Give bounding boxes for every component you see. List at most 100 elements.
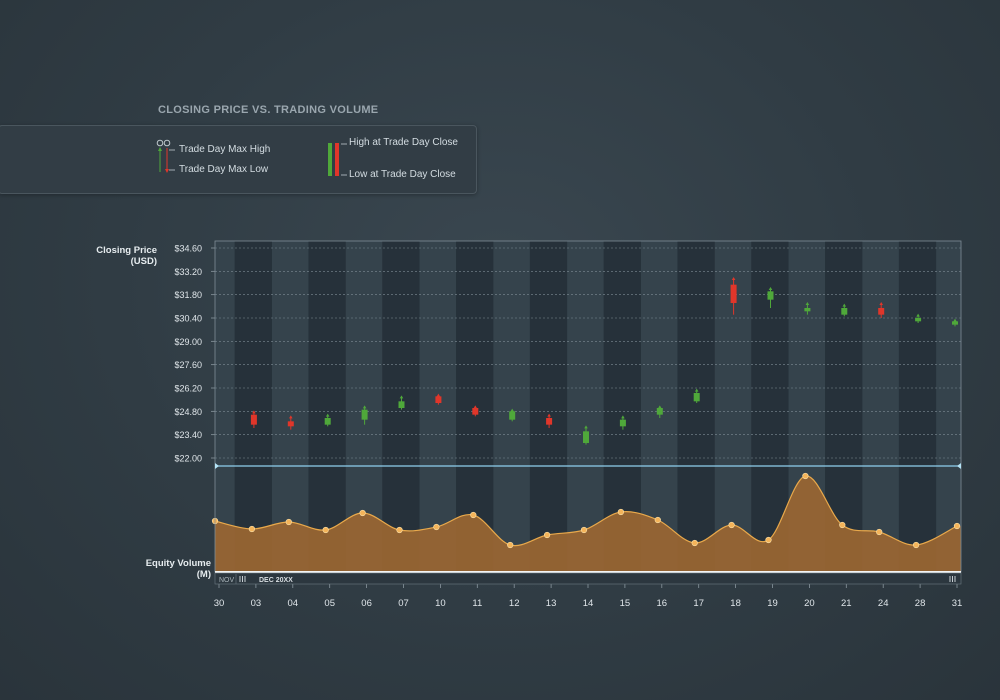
candle-high-marker [842,303,847,307]
y-tick-label: $23.40 [174,430,202,440]
candle-body [730,284,737,303]
x-tick-label: 19 [767,598,778,609]
volume-point [507,541,514,549]
candle-high-marker [916,313,920,317]
x-tick-label: 21 [841,598,852,609]
volume-point [359,509,366,517]
x-tick-label: 10 [435,598,446,609]
x-tick-label: 31 [952,598,963,609]
volume-point [396,526,403,534]
x-tick-label: 14 [583,598,594,609]
candle-high-marker [436,393,441,397]
candle-high-marker [510,408,514,412]
volume-point [765,536,772,544]
navigator-strip [214,572,962,585]
high-low-close-glyph-icon [328,143,347,176]
legend-glyphs [156,139,347,176]
candle-body [250,414,257,425]
candle-body [841,308,848,315]
volume-point [953,522,961,530]
navigator-dec-label: DEC 20XX [259,577,293,584]
volume-point [322,526,329,534]
volume-point [728,521,735,529]
legend-max-high: Trade Day Max High [179,144,271,155]
candle-body [952,321,958,325]
volume-point [691,539,698,547]
y-tick-label: $33.20 [174,267,202,277]
candle-body [435,396,442,403]
x-tick-label: 16 [657,598,668,609]
column-band [234,241,272,572]
candle-body [915,318,922,322]
candle-high-marker [325,413,330,417]
candle-high-marker [658,405,662,409]
candle-high-marker [768,287,773,290]
x-tick-label: 28 [915,598,926,609]
x-tick-label: 30 [214,598,225,609]
volume-point [839,521,846,529]
candle-high-marker [879,302,883,305]
y-tick-label: $26.20 [174,384,202,394]
volume-point [433,523,440,531]
x-tick-label: 18 [730,598,741,609]
x-tick-label: 03 [251,598,262,609]
legend-max-low: Trade Day Max Low [179,164,269,175]
candle-high-marker [473,405,478,409]
candle-body [878,308,885,315]
volume-point [580,526,588,534]
x-tick-label: 13 [546,598,557,609]
volume-axis-title: Equity Volume (M) [145,558,211,580]
candle-body [804,308,811,312]
candle-high-marker [289,415,293,419]
y-tick-label: $31.80 [174,290,202,300]
x-tick-label: 04 [288,598,299,609]
y-tick-label: $34.60 [174,244,202,254]
legend-low-close: Low at Trade Day Close [349,169,456,180]
column-band [677,241,715,572]
column-band [308,241,346,572]
x-tick-label: 24 [878,598,889,609]
x-tick-label: 07 [398,598,409,609]
y-tick-label: $27.60 [174,360,202,370]
column-band [529,241,568,572]
candle-high-marker [252,410,256,414]
column-band [898,241,937,572]
candle-body [361,409,368,420]
navigator-nov-label: NOV [219,577,235,584]
candle-high-marker [731,277,736,280]
candle-body [693,393,700,402]
volume-point [876,528,883,536]
y-tick-label: $24.80 [174,407,202,417]
candle-high-marker [547,413,551,417]
x-tick-label: 17 [693,598,704,609]
x-tick-label: 05 [324,598,335,609]
volume-point [912,541,920,549]
max-high-low-glyph-icon [156,139,175,173]
volume-point [654,516,661,524]
volume-point [802,472,809,480]
candle-body [767,291,774,300]
x-tick-label: 20 [804,598,815,609]
candle-high-marker [362,405,367,409]
volume-point [543,531,551,539]
candle-high-marker [399,395,404,399]
volume-point [285,518,292,526]
candle-high-marker [694,388,699,392]
candle-body [287,421,294,427]
candle-high-marker [953,318,957,322]
candle-body [398,401,405,408]
volume-point [617,508,625,516]
candle-high-marker [584,425,588,429]
y-tick-label: $22.00 [174,454,202,464]
candle-high-marker [805,302,810,305]
x-tick-label: 12 [509,598,520,609]
y-tick-label: $29.00 [174,337,202,347]
candle-body [546,418,553,425]
x-tick-label: 06 [361,598,372,609]
candle-body [509,411,516,420]
divider-handle-left-icon [215,463,219,469]
candle-body [324,418,331,425]
candle-body [583,431,589,443]
candle-body [472,408,479,415]
volume-point [248,525,255,533]
